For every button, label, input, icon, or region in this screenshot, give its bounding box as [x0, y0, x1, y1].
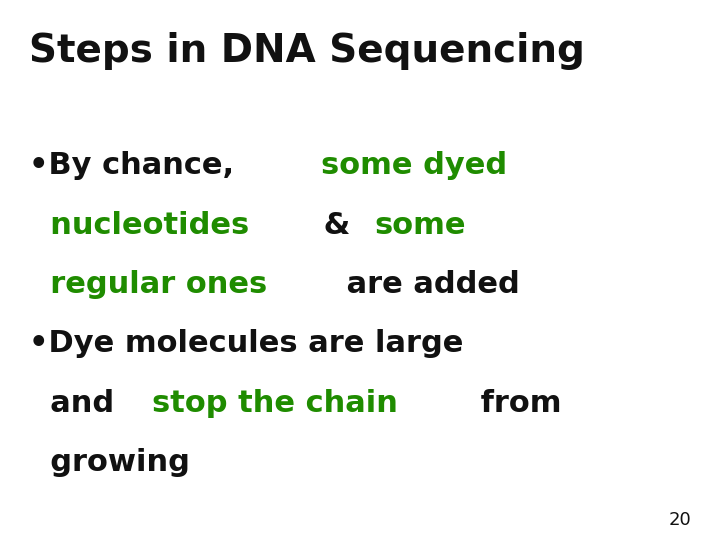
Text: Steps in DNA Sequencing: Steps in DNA Sequencing [29, 32, 585, 70]
Text: and: and [29, 389, 125, 418]
Text: from: from [469, 389, 561, 418]
Text: &: & [313, 211, 361, 240]
Text: some: some [375, 211, 467, 240]
Text: some dyed: some dyed [321, 151, 507, 180]
Text: •Dye molecules are large: •Dye molecules are large [29, 329, 463, 359]
Text: stop the chain: stop the chain [153, 389, 398, 418]
Text: nucleotides: nucleotides [29, 211, 249, 240]
Text: are added: are added [336, 270, 520, 299]
Text: •By chance,: •By chance, [29, 151, 255, 180]
Text: 20: 20 [668, 511, 691, 529]
Text: regular ones: regular ones [29, 270, 267, 299]
Text: growing: growing [29, 448, 189, 477]
